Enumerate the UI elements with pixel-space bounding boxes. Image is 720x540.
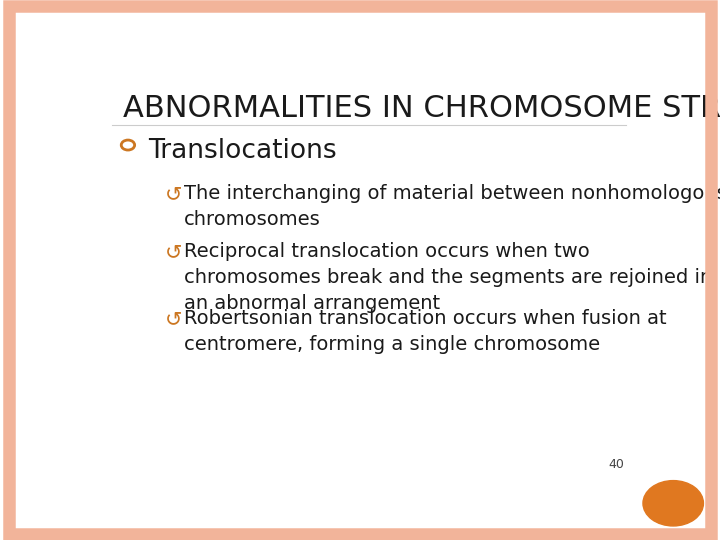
Text: ↺: ↺: [166, 242, 183, 262]
Text: Reciprocal translocation occurs when two
chromosomes break and the segments are : Reciprocal translocation occurs when two…: [184, 242, 712, 313]
Text: ↺: ↺: [166, 309, 183, 329]
Text: Robertsonian translocation occurs when fusion at
centromere, forming a single ch: Robertsonian translocation occurs when f…: [184, 309, 667, 354]
Text: ABNORMALITIES IN CHROMOSOME STRUCTURE: ABNORMALITIES IN CHROMOSOME STRUCTURE: [124, 94, 720, 123]
Text: Translocations: Translocations: [148, 138, 337, 164]
Text: The interchanging of material between nonhomologous
chromosomes: The interchanging of material between no…: [184, 184, 720, 229]
Text: ↺: ↺: [166, 184, 183, 204]
Text: 40: 40: [608, 458, 624, 471]
